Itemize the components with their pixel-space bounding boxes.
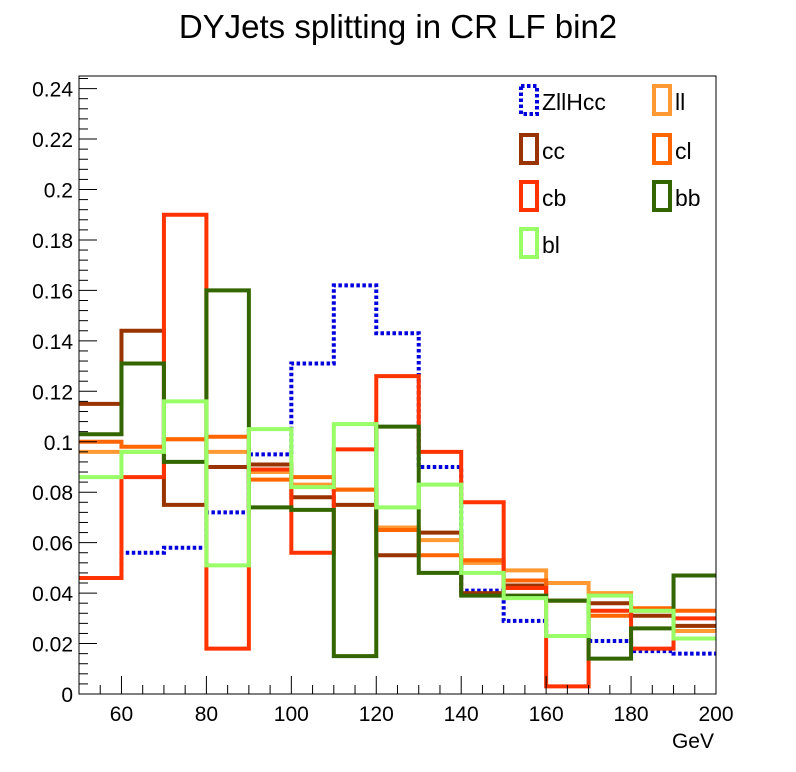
legend-label-zllhcc: ZllHcc [542, 89, 606, 115]
series-cb-line [79, 212, 716, 689]
legend-label-cc: cc [542, 138, 565, 164]
legend-swatch-bl [519, 227, 539, 259]
x-axis-label: GeV [672, 730, 714, 753]
x-tick-label: 200 [698, 703, 733, 726]
y-tick-label: 0.04 [32, 583, 73, 606]
y-tick-label: 0.1 [44, 432, 73, 455]
y-tick-label: 0.12 [32, 381, 73, 404]
y-tick-label: 0.2 [44, 180, 73, 203]
legend-label-cl: cl [675, 138, 692, 164]
legend-swatch-cb [519, 180, 539, 212]
legend-swatch-cc [519, 133, 539, 165]
legend-swatch-bb [652, 180, 672, 212]
series-bl-line [79, 399, 716, 641]
x-tick-label: 160 [529, 703, 564, 726]
y-tick-label: 0 [61, 684, 73, 707]
x-tick-label: 140 [444, 703, 479, 726]
series-cl-line [79, 434, 716, 618]
y-tick-label: 0.16 [32, 280, 73, 303]
y-tick-label: 0.22 [32, 129, 73, 152]
series-zllhcc-line [79, 283, 716, 656]
y-tick-label: 0.08 [32, 482, 73, 505]
chart-title: DYJets splitting in CR LF bin2 [179, 8, 617, 45]
legend: ZllHcc ll cc cl cb bb bl [519, 84, 701, 259]
series-cc-line [79, 328, 716, 628]
y-tick-label: 0.06 [32, 533, 73, 556]
legend-swatch-zllhcc [519, 84, 539, 116]
y-tick-label: 0.18 [32, 230, 73, 253]
y-tick-label: 0.02 [32, 634, 73, 657]
y-tick-label: 0.14 [32, 331, 73, 354]
legend-swatch-cl [652, 133, 672, 165]
x-tick-label: 100 [274, 703, 309, 726]
x-tick-label: 60 [110, 703, 133, 726]
legend-label-cb: cb [542, 185, 566, 211]
x-tick-label: 80 [195, 703, 218, 726]
x-tick-label: 180 [614, 703, 649, 726]
plot-area [79, 212, 716, 689]
y-tick-label: 0.24 [32, 79, 73, 102]
legend-label-bl: bl [542, 232, 560, 258]
legend-label-ll: ll [675, 89, 685, 115]
x-tick-label: 120 [359, 703, 394, 726]
legend-label-bb: bb [675, 185, 701, 211]
axes: 60 80 100 120 140 160 180 200 0 0.02 0.04 0.06 0.08 0… [32, 75, 734, 726]
legend-swatch-ll [652, 84, 672, 116]
